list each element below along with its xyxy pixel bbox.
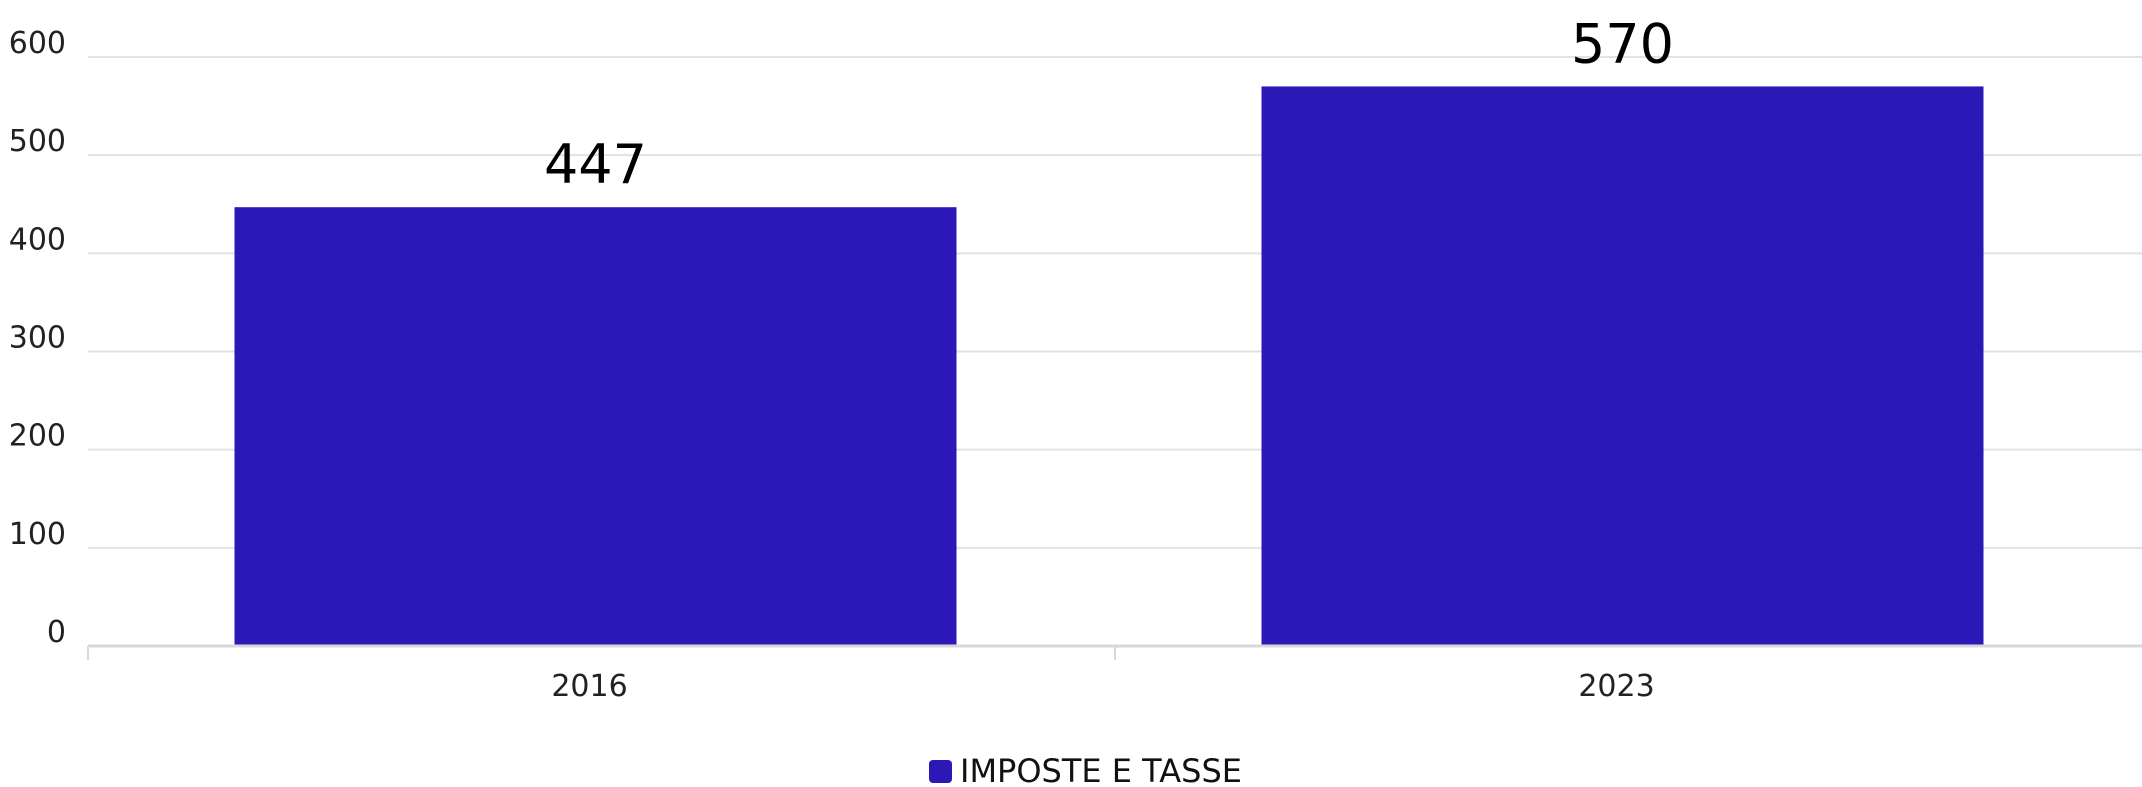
x-tick-label: 2023 <box>1578 669 1654 704</box>
y-tick-label: 400 <box>9 222 66 257</box>
legend-swatch[interactable] <box>929 760 952 783</box>
y-tick-label: 600 <box>9 26 66 61</box>
data-labels: 447 570 <box>544 12 1674 196</box>
legend-label[interactable]: IMPOSTE E TASSE <box>960 752 1242 787</box>
data-label: 570 <box>1571 12 1674 75</box>
y-tick-label: 0 <box>47 615 66 650</box>
data-label: 447 <box>544 133 647 196</box>
y-tick-label: 100 <box>9 517 66 552</box>
x-axis-tick-labels: 2016 2023 <box>551 669 1654 704</box>
y-tick-label: 500 <box>9 124 66 159</box>
bar <box>234 207 957 646</box>
legend[interactable]: IMPOSTE E TASSE <box>929 752 1242 787</box>
bars <box>234 86 1984 646</box>
y-tick-label: 300 <box>9 321 66 356</box>
y-tick-label: 200 <box>9 419 66 454</box>
bar <box>1261 86 1984 646</box>
y-axis-tick-labels: 0 100 200 300 400 500 600 <box>9 26 66 650</box>
x-tick-label: 2016 <box>551 669 627 704</box>
x-axis <box>87 644 2142 660</box>
